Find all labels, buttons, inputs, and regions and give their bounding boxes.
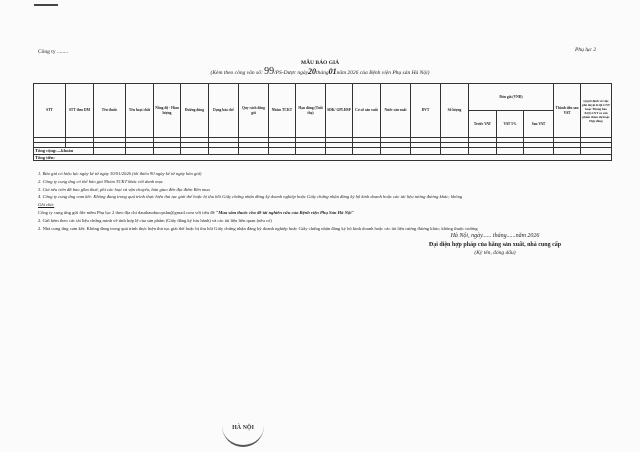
col-header: Nước sản xuất [380, 83, 411, 138]
col-header: Số lượng [440, 83, 469, 138]
quote-table: STT STT theo DM Tên thuốc Tên hoạt chất … [33, 83, 612, 162]
signature-title: Đại diện hợp pháp của hãng sản xuất, nhà… [428, 242, 562, 248]
remark-line: 2. Nhà cung ứng cam kết: Không đang tron… [38, 225, 478, 231]
remark-line: Công ty cung ứng gửi file mềm Phụ lục 2 … [38, 209, 478, 217]
remark-line: 2. Gửi kèm theo các tài liệu chứng minh … [38, 217, 272, 223]
company-name: Công ty ........ [38, 49, 68, 55]
col-header: Đường dùng [180, 83, 209, 138]
subtitle-text: tháng [316, 70, 329, 76]
note-line: 3. Giá nêu trên đã bao gồm thuế, phí các… [38, 186, 210, 192]
signature-note: (Ký tên, đóng dấu) [474, 250, 516, 256]
col-header: Quyết định về việc phê duyệt KQLCNT hoặc… [580, 83, 612, 138]
col-header: ĐVT [410, 83, 441, 138]
col-header: Sau VAT [523, 110, 554, 138]
stamp-text: HÀ NỘI [232, 425, 254, 431]
col-header: Hạn dùng (Tuổi thọ) [295, 83, 326, 138]
doc-subtitle: (Kèm theo công văn số: 99/PS-Dược ngày20… [0, 66, 640, 77]
email-subject: "Mua sắm thuốc cho đề tài nghiên cứu của… [215, 210, 355, 215]
scan-mark [34, 4, 58, 6]
col-header: Cơ sở sản xuất [352, 83, 381, 138]
doc-month: 01 [328, 67, 337, 76]
appendix-label: Phụ lục 2 [575, 47, 597, 53]
col-header: Tên thuốc [93, 83, 126, 138]
sum-row: Tổng cộng:....khoản [33, 147, 612, 155]
note-line: 2. Công ty cung ứng có thể báo giá Nhóm … [38, 178, 163, 184]
remarks: Công ty cung ứng gửi file mềm Phụ lục 2 … [38, 209, 478, 232]
table-row [33, 142, 612, 148]
notes: 1. Báo giá có hiệu lực ngày kể từ ngày 3… [38, 170, 462, 209]
col-header: Nồng độ - Hàm lượng [153, 83, 181, 138]
subtitle-text: (Kèm theo công văn số: [210, 70, 263, 76]
subtitle-text: /PS-Dược ngày [274, 70, 309, 76]
col-header: Trước VAT [468, 110, 497, 138]
col-header: VAT 5% [496, 110, 524, 138]
doc-title: MẪU BÁO GIÁ [300, 60, 340, 66]
subtitle-text: năm 2026 của Bệnh viện Phụ sản Hà Nội) [336, 70, 430, 76]
note-line: 4. Công ty cung ứng cam kết: Không đang … [38, 194, 463, 200]
col-header: Thành tiền sau VAT [553, 83, 581, 138]
col-header: Nhóm TCKT [268, 83, 296, 138]
col-header: Dạng bào chế [208, 83, 239, 138]
doc-number: 99 [264, 66, 275, 77]
remarks-title: Ghi chú: [38, 202, 55, 208]
remark-text: Công ty cung ứng gửi file mềm Phụ lục 2 … [38, 210, 215, 215]
col-header: SĐK/ GPLHSP [325, 83, 353, 138]
signature-date: Hà Nội, ngày...... tháng......năm 2026 [450, 233, 540, 239]
col-header: STT [33, 83, 66, 138]
col-header: Quy cách đóng gói [238, 83, 269, 138]
note-line: 1. Báo giá có hiệu lực ngày kể từ ngày 3… [38, 171, 202, 176]
sum-label: Tổng cộng:....khoản [33, 147, 94, 155]
price-group-header: Đơn giá (VNĐ) [468, 83, 554, 111]
col-header: STT theo DM [65, 83, 94, 138]
stamp-seal: HÀ NỘI [222, 425, 264, 447]
col-header: Tên hoạt chất [125, 83, 154, 138]
doc-day: 20 [308, 67, 317, 76]
total-label: Tổng tiền: [33, 153, 612, 162]
total-row: Tổng tiền: [33, 153, 612, 162]
